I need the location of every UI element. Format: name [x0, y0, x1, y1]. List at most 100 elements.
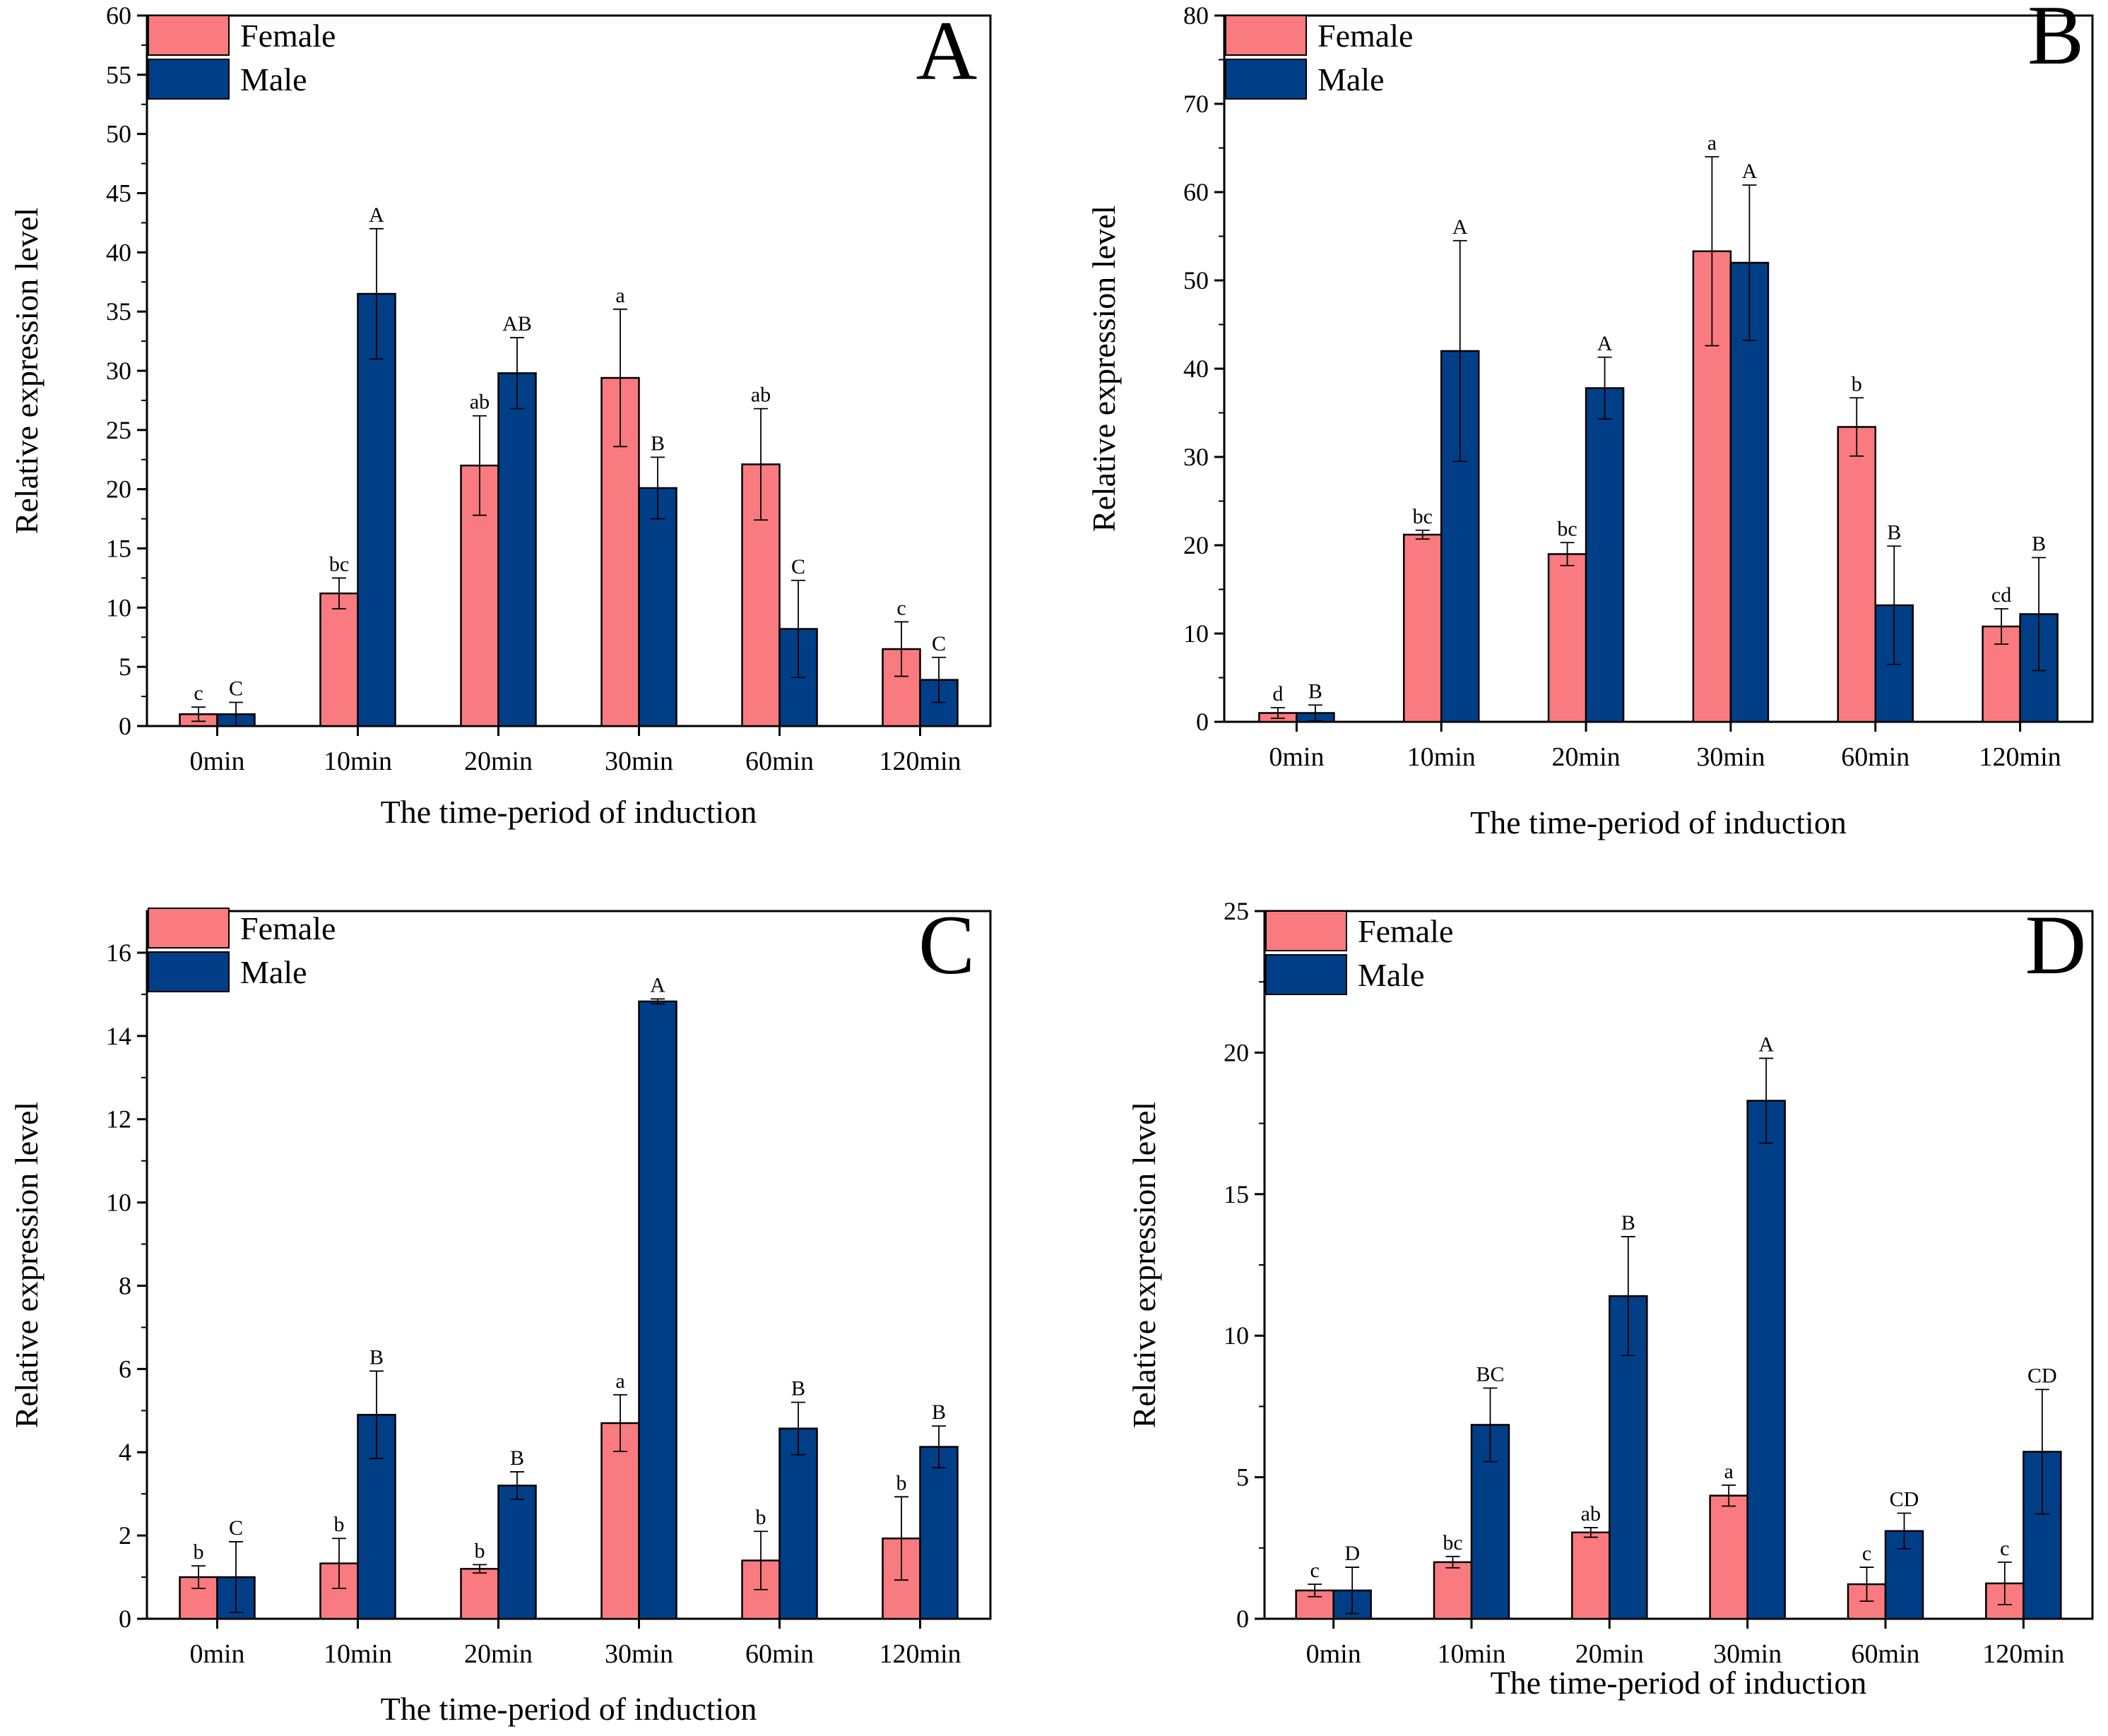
y-tick-label: 10 — [106, 593, 131, 622]
plot-frame — [1223, 14, 2094, 723]
y-tick-label: 15 — [106, 535, 131, 563]
x-category-label: 10min — [324, 1639, 392, 1669]
x-category-label: 0min — [189, 747, 244, 776]
significance-label: bc — [1443, 1531, 1462, 1554]
significance-label: c — [896, 596, 906, 619]
panel-letter: B — [2027, 0, 2084, 82]
significance-label: A — [1452, 215, 1468, 239]
y-axis-title: Relative expression level — [1126, 1102, 1162, 1428]
x-category-label: 20min — [464, 747, 533, 776]
y-axis-title: Relative expression level — [8, 208, 45, 534]
significance-label: bc — [1413, 505, 1433, 528]
bar-female-10min — [1433, 1561, 1473, 1620]
significance-label: c — [2000, 1537, 2009, 1560]
x-axis-title: The time-period of induction — [381, 1691, 757, 1727]
y-tick-label: 2 — [119, 1521, 131, 1550]
legend-label-male: Male — [240, 61, 307, 97]
chart-panel-a: 0 5 10 15 20 25 30 35 40 45 50 55 60 0min c C 10min bc A 20… — [8, 1, 992, 830]
y-tick-label: 20 — [1224, 1038, 1249, 1066]
significance-label: CD — [2027, 1364, 2057, 1387]
bar-female-20min — [460, 1568, 499, 1620]
panel-letter: D — [2025, 898, 2087, 992]
bar-male-30min — [638, 1000, 677, 1620]
significance-label: cd — [1991, 583, 2011, 607]
legend-label-female: Female — [240, 18, 336, 54]
plot-frame — [146, 910, 992, 1620]
x-category-label: 120min — [879, 1639, 961, 1669]
bar-male-60min — [778, 1427, 818, 1620]
legend-swatch-male — [148, 59, 230, 100]
significance-label: A — [650, 973, 665, 997]
significance-label: C — [791, 555, 805, 578]
plot-frame — [1263, 910, 2094, 1620]
y-tick-label: 50 — [1183, 266, 1209, 295]
bar-male-30min — [638, 487, 677, 727]
y-tick-label: 5 — [1236, 1463, 1249, 1492]
significance-label: c — [1862, 1542, 1871, 1565]
significance-label: C — [229, 1516, 243, 1540]
significance-label: A — [369, 203, 384, 227]
y-tick-label: 14 — [106, 1022, 131, 1050]
y-tick-label: 45 — [106, 179, 131, 208]
x-category-label: 0min — [189, 1639, 244, 1669]
bar-female-20min — [1547, 553, 1587, 723]
chart-panel-d: 0 5 10 15 20 25 0min c D 10min bc BC 20min ab B 30min a A… — [1126, 897, 2094, 1701]
legend-label-female: Female — [1358, 913, 1453, 949]
y-tick-label: 25 — [106, 416, 131, 444]
y-tick-label: 6 — [119, 1355, 131, 1383]
legend-label-female: Female — [240, 910, 336, 946]
significance-label: b — [194, 1540, 204, 1564]
significance-label: b — [756, 1506, 766, 1529]
bar-female-10min — [1403, 533, 1443, 723]
y-tick-label: 12 — [106, 1105, 131, 1134]
significance-label: B — [510, 1446, 524, 1470]
bar-female-30min — [1709, 1494, 1748, 1620]
y-tick-label: 50 — [106, 120, 131, 148]
legend-swatch-female — [1265, 910, 1347, 951]
significance-label: bc — [329, 552, 349, 576]
significance-label: C — [932, 632, 946, 655]
legend-swatch-male — [1265, 954, 1347, 995]
significance-label: B — [1308, 679, 1322, 703]
y-tick-label: 8 — [119, 1271, 131, 1300]
bar-female-60min — [1837, 426, 1876, 723]
y-tick-label: 0 — [1196, 708, 1209, 736]
significance-label: CD — [1890, 1488, 1919, 1511]
legend-label-female: Female — [1318, 18, 1413, 54]
y-tick-label: 0 — [119, 712, 131, 740]
y-tick-label: 30 — [106, 357, 131, 385]
significance-label: A — [1597, 332, 1613, 355]
significance-label: A — [1758, 1033, 1774, 1056]
bar-male-120min — [919, 1446, 959, 1620]
chart-panel-c: 0 2 4 6 8 10 12 14 16 0min b C 10min b B 20min b B 30min a A… — [8, 898, 992, 1727]
x-category-label: 20min — [1575, 1639, 1644, 1669]
significance-label: ab — [470, 391, 490, 414]
bar-male-20min — [1585, 387, 1625, 723]
y-axis-title: Relative expression level — [1086, 206, 1122, 532]
significance-label: a — [1707, 131, 1717, 155]
significance-label: b — [334, 1513, 345, 1536]
panel-letter: A — [916, 4, 978, 97]
y-tick-label: 35 — [106, 297, 131, 326]
y-tick-label: 40 — [106, 238, 131, 266]
y-tick-label: 40 — [1183, 355, 1209, 383]
x-axis-title: The time-period of induction — [381, 794, 757, 830]
y-tick-label: 10 — [1183, 619, 1209, 648]
significance-label: BC — [1476, 1362, 1504, 1386]
bar-female-20min — [1571, 1531, 1611, 1620]
x-category-label: 10min — [1407, 742, 1476, 772]
x-category-label: 10min — [1437, 1639, 1505, 1669]
panel-letter: C — [918, 898, 975, 992]
x-category-label: 60min — [745, 1639, 814, 1669]
bar-male-30min — [1729, 261, 1770, 723]
x-category-label: 60min — [1841, 742, 1909, 772]
significance-label: a — [615, 284, 624, 307]
x-category-label: 20min — [464, 1639, 533, 1669]
significance-label: d — [1272, 682, 1283, 706]
x-category-label: 120min — [1979, 742, 2061, 772]
x-axis-title: The time-period of induction — [1470, 804, 1847, 840]
significance-label: c — [194, 682, 203, 705]
x-axis-title: The time-period of induction — [1491, 1665, 1867, 1701]
legend-label-male: Male — [1358, 957, 1425, 993]
